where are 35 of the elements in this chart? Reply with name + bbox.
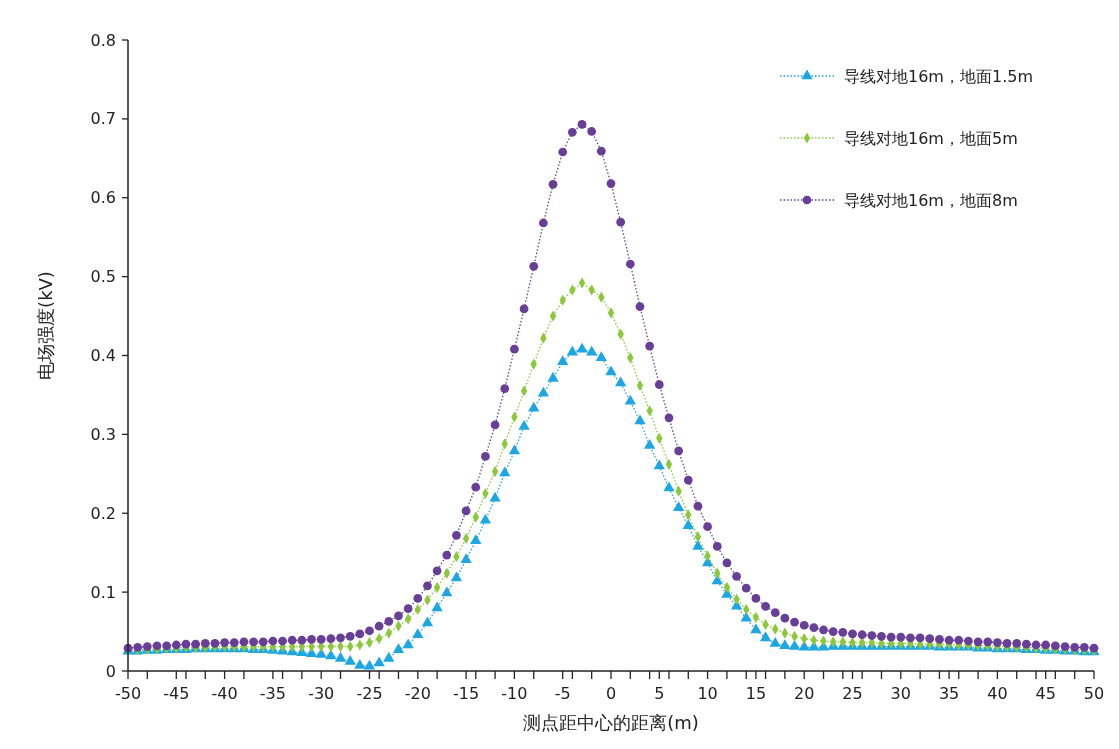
x-tick-label: 20 bbox=[794, 684, 815, 703]
x-tick-label: 45 bbox=[1035, 684, 1056, 703]
x-tick-label: 15 bbox=[745, 684, 767, 703]
x-tick-label: -50 bbox=[114, 684, 142, 703]
y-tick-label: 0.1 bbox=[90, 582, 116, 602]
y-tick-label: 0.7 bbox=[90, 109, 116, 129]
x-tick-label: 5 bbox=[654, 684, 665, 703]
x-tick-label: -35 bbox=[259, 684, 286, 703]
y-tick-label: 0.4 bbox=[90, 346, 116, 366]
x-tick-label: 25 bbox=[842, 684, 863, 703]
y-tick-label: 0.6 bbox=[90, 188, 116, 208]
x-tick-label: 10 bbox=[697, 684, 718, 703]
x-tick-label: 30 bbox=[890, 684, 911, 703]
x-tick-label: -10 bbox=[501, 684, 528, 703]
legend-label: 导线对地16m，地面1.5m bbox=[844, 66, 1033, 86]
legend-label: 导线对地16m，地面5m bbox=[844, 128, 1018, 148]
y-tick-label: 0 bbox=[105, 661, 116, 681]
x-tick-label: -20 bbox=[404, 684, 431, 703]
x-axis-title: 测点距中心的距离(m) bbox=[523, 712, 699, 733]
x-tick-label: -5 bbox=[554, 684, 571, 703]
x-tick-label: -40 bbox=[211, 684, 238, 703]
x-tick-label: 40 bbox=[987, 684, 1008, 703]
x-tick-label: 50 bbox=[1083, 684, 1105, 703]
y-tick-label: 0.5 bbox=[90, 267, 116, 287]
x-tick-label: -45 bbox=[163, 684, 190, 703]
legend-label: 导线对地16m，地面8m bbox=[844, 190, 1018, 210]
y-tick-label: 0.3 bbox=[90, 424, 116, 444]
y-axis-title: 电场强度(kV) bbox=[35, 271, 56, 380]
y-tick-label: 0.8 bbox=[90, 30, 116, 50]
x-tick-label: -30 bbox=[308, 684, 335, 703]
x-tick-label: 35 bbox=[938, 684, 960, 703]
x-tick-label: -25 bbox=[356, 684, 383, 703]
x-tick-label: 0 bbox=[605, 684, 617, 703]
y-tick-label: 0.2 bbox=[90, 503, 116, 523]
x-tick-label: -15 bbox=[453, 684, 480, 703]
